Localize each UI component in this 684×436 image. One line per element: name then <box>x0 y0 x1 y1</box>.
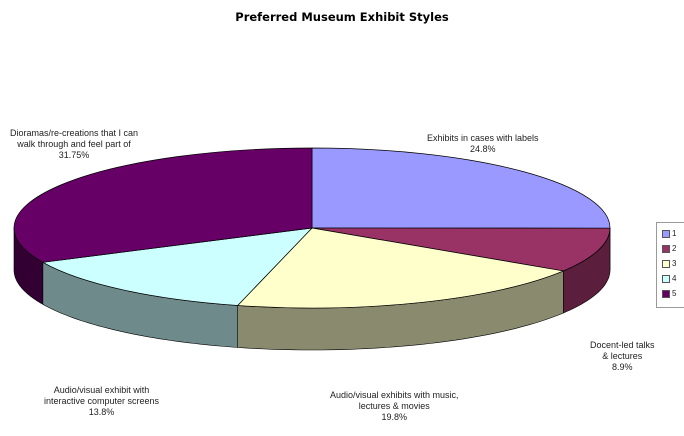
slice-label-line: 24.8% <box>470 144 496 154</box>
slice-label-line: lectures & movies <box>358 401 430 411</box>
slice-label-line: & lectures <box>602 351 643 361</box>
slice-label-line: Dioramas/re-creations that I can <box>10 128 139 138</box>
pie-slice-2 <box>311 227 611 272</box>
legend-label: 5 <box>672 289 677 298</box>
legend-label: 4 <box>672 274 677 283</box>
slice-label-line: Audio/visual exhibit with <box>53 385 150 395</box>
pie-slice-4 <box>42 227 313 306</box>
slice-label-line: 8.9% <box>612 362 633 372</box>
legend-swatch <box>662 229 670 238</box>
legend-swatch <box>662 274 670 283</box>
slice-label-5: Dioramas/re-creations that I can walk thr… <box>10 128 138 161</box>
chart-title: Preferred Museum Exhibit Styles <box>235 10 449 24</box>
legend-label: 3 <box>672 259 677 268</box>
legend-swatch <box>662 259 670 268</box>
slice-label-line: Exhibits in cases with labels <box>427 133 539 143</box>
legend-label: 1 <box>672 229 677 238</box>
legend-item-4: 4 <box>662 274 676 284</box>
slice-label-3: Audio/visual exhibits with music, lecture… <box>330 390 459 423</box>
pie-slice-5 <box>13 147 313 263</box>
slice-label-line: 31.75% <box>58 150 90 160</box>
legend-item-5: 5 <box>662 289 676 299</box>
slice-label-line: Audio/visual exhibits with music, <box>330 390 459 400</box>
slice-label-line: Docent-led talks <box>590 340 655 350</box>
pie-slice-3 <box>237 227 564 309</box>
slice-label-line: interactive computer screens <box>44 396 160 406</box>
slice-label-line: 13.8% <box>88 407 115 417</box>
legend-item-3: 3 <box>662 259 676 269</box>
legend: 1 2 3 4 5 <box>656 222 684 308</box>
legend-swatch <box>662 289 670 298</box>
slice-label-line: walk through and feel part of <box>17 139 131 149</box>
slice-label-line: 19.8% <box>381 412 408 422</box>
legend-swatch <box>662 244 670 253</box>
pie-slice-1 <box>311 147 611 229</box>
legend-item-2: 2 <box>662 244 676 254</box>
slice-label-4: Audio/visual exhibit with interactive com… <box>44 385 159 418</box>
slice-label-1: Exhibits in cases with labels 24.8% <box>427 133 539 155</box>
legend-item-1: 1 <box>662 229 676 239</box>
slice-label-2: Docent-led talks & lectures 8.9% <box>590 340 655 373</box>
legend-label: 2 <box>672 244 677 253</box>
